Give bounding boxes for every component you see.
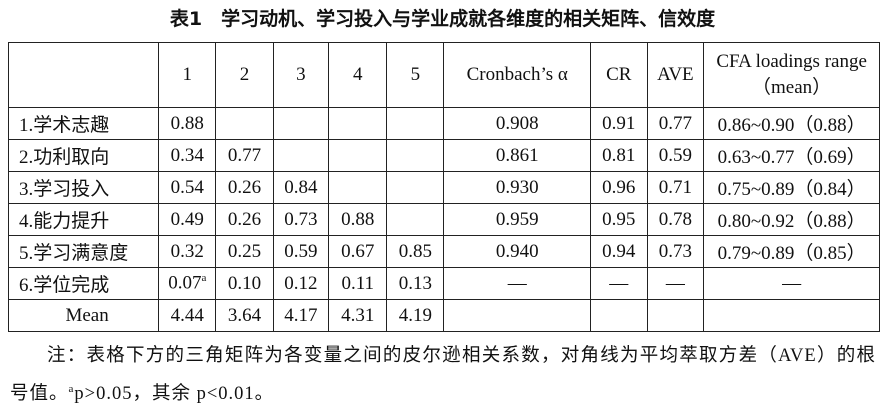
table-cell: 4.能力提升 xyxy=(7,203,160,236)
table-cell: 0.81 xyxy=(590,139,648,172)
table-cell: 0.67 xyxy=(328,235,388,268)
table-cell: 0.77 xyxy=(646,107,705,140)
table-cell: 0.26 xyxy=(215,171,274,204)
header-cell xyxy=(7,42,160,108)
table-cell: 0.91 xyxy=(590,107,648,140)
table-cell: 0.959 xyxy=(443,203,592,236)
table-cell: 4.17 xyxy=(272,299,330,332)
table-cell: 0.25 xyxy=(215,235,274,268)
table-cell: 0.78 xyxy=(646,203,705,236)
cell-sup: a xyxy=(201,272,207,285)
table-cell: — xyxy=(590,267,648,300)
table-row: 4.能力提升 0.49 0.26 0.73 0.88 0.959 0.95 0.78 0.80~… xyxy=(7,203,880,236)
table-cell: 0.07a xyxy=(158,267,217,300)
table-cell: 0.11 xyxy=(328,267,388,300)
table-cell: 0.49 xyxy=(158,203,217,236)
table-cell xyxy=(386,139,445,172)
note-text: 注：表格下方的三角矩阵为各变量之间的皮尔逊相关系数，对角线为平均萃取方差（AVE… xyxy=(10,346,876,405)
table-cell xyxy=(646,299,705,332)
table-note: 注：表格下方的三角矩阵为各变量之间的皮尔逊相关系数，对角线为平均萃取方差（AVE… xyxy=(10,340,876,411)
table-cell xyxy=(443,299,592,332)
header-cell: 1 xyxy=(158,42,217,108)
table-cell: 0.59 xyxy=(272,235,330,268)
table-cell: 0.71 xyxy=(646,171,705,204)
table-cell: 2.功利取向 xyxy=(7,139,160,172)
table-row: Mean 4.44 3.64 4.17 4.31 4.19 xyxy=(7,299,880,332)
table-cell: 0.54 xyxy=(158,171,217,204)
header-cell: CFA loadings range（mean） xyxy=(703,42,880,108)
table-cell: 3.学习投入 xyxy=(7,171,160,204)
table-cell: 0.908 xyxy=(443,107,592,140)
table-cell: 0.861 xyxy=(443,139,592,172)
table-cell xyxy=(215,107,274,140)
table-cell: — xyxy=(443,267,592,300)
table: 1 2 3 4 5 Cronbach’s α CR AVE CFA loadings range… xyxy=(7,42,880,332)
table-row: 2.功利取向 0.34 0.77 0.861 0.81 0.59 0.63~0.77（0.6… xyxy=(7,139,880,172)
header-cell: 2 xyxy=(215,42,274,108)
table-cell: Mean xyxy=(7,299,160,332)
table-cell: 0.34 xyxy=(158,139,217,172)
table-cell xyxy=(386,171,445,204)
table-cell: 4.31 xyxy=(328,299,388,332)
table-cell: 0.75~0.89（0.84） xyxy=(703,171,880,204)
table-cell: 0.79~0.89（0.85） xyxy=(703,235,880,268)
table-cell: 3.64 xyxy=(215,299,274,332)
table-cell: 6.学位完成 xyxy=(7,267,160,300)
table-cell: 4.44 xyxy=(158,299,217,332)
header-cell: 3 xyxy=(272,42,330,108)
table-cell: 0.12 xyxy=(272,267,330,300)
header-cell: 5 xyxy=(386,42,445,108)
table-cell: 0.10 xyxy=(215,267,274,300)
table-cell xyxy=(328,107,388,140)
table-cell: 4.19 xyxy=(386,299,445,332)
table-cell: 0.85 xyxy=(386,235,445,268)
table-cell: 0.940 xyxy=(443,235,592,268)
table-cell: 0.80~0.92（0.88） xyxy=(703,203,880,236)
table-cell xyxy=(590,299,648,332)
table-cell: 0.59 xyxy=(646,139,705,172)
table-cell: 0.95 xyxy=(590,203,648,236)
table-cell: 0.88 xyxy=(158,107,217,140)
header-cell: AVE xyxy=(646,42,705,108)
table-cell: 0.26 xyxy=(215,203,274,236)
table-cell: 0.86~0.90（0.88） xyxy=(703,107,880,140)
table-title: 表1 学习动机、学习投入与学业成就各维度的相关矩阵、信效度 xyxy=(169,8,716,30)
table-cell: 0.94 xyxy=(590,235,648,268)
table-cell: — xyxy=(646,267,705,300)
table-row: 3.学习投入 0.54 0.26 0.84 0.930 0.96 0.71 0.75~0.89… xyxy=(7,171,880,204)
table-cell xyxy=(328,171,388,204)
table-row: 1.学术志趣 0.88 0.908 0.91 0.77 0.86~0.90（0.88） xyxy=(7,107,880,140)
table-cell: 0.96 xyxy=(590,171,648,204)
table-cell: 0.77 xyxy=(215,139,274,172)
table-cell: 0.63~0.77（0.69） xyxy=(703,139,880,172)
table-cell: 0.13 xyxy=(386,267,445,300)
table-cell: 0.73 xyxy=(646,235,705,268)
table-row: 5.学习满意度 0.32 0.25 0.59 0.67 0.85 0.940 0.94 0.73… xyxy=(7,235,880,268)
table-cell xyxy=(386,107,445,140)
table-cell: 0.930 xyxy=(443,171,592,204)
header-row: 1 2 3 4 5 Cronbach’s α CR AVE CFA loadings range… xyxy=(7,42,880,108)
table-cell: 5.学习满意度 xyxy=(7,235,160,268)
header-cell: CR xyxy=(590,42,648,108)
note-sup: a xyxy=(68,383,75,395)
note-tail: p>0.05，其余 p<0.01。 xyxy=(74,384,275,405)
table-cell xyxy=(328,139,388,172)
table-cell: 0.32 xyxy=(158,235,217,268)
table-cell xyxy=(386,203,445,236)
table-cell: 1.学术志趣 xyxy=(7,107,160,140)
table-cell: — xyxy=(703,267,880,300)
table-cell: 0.84 xyxy=(272,171,330,204)
header-cell: Cronbach’s α xyxy=(443,42,592,108)
table-cell xyxy=(703,299,880,332)
header-cell: 4 xyxy=(328,42,388,108)
cell-text: 0.07 xyxy=(168,272,202,294)
table-cell: 0.73 xyxy=(272,203,330,236)
table-cell: 0.88 xyxy=(328,203,388,236)
table-row: 6.学位完成 0.07a 0.10 0.12 0.11 0.13— — — — xyxy=(7,267,880,300)
table-cell xyxy=(272,139,330,172)
table-cell xyxy=(272,107,330,140)
